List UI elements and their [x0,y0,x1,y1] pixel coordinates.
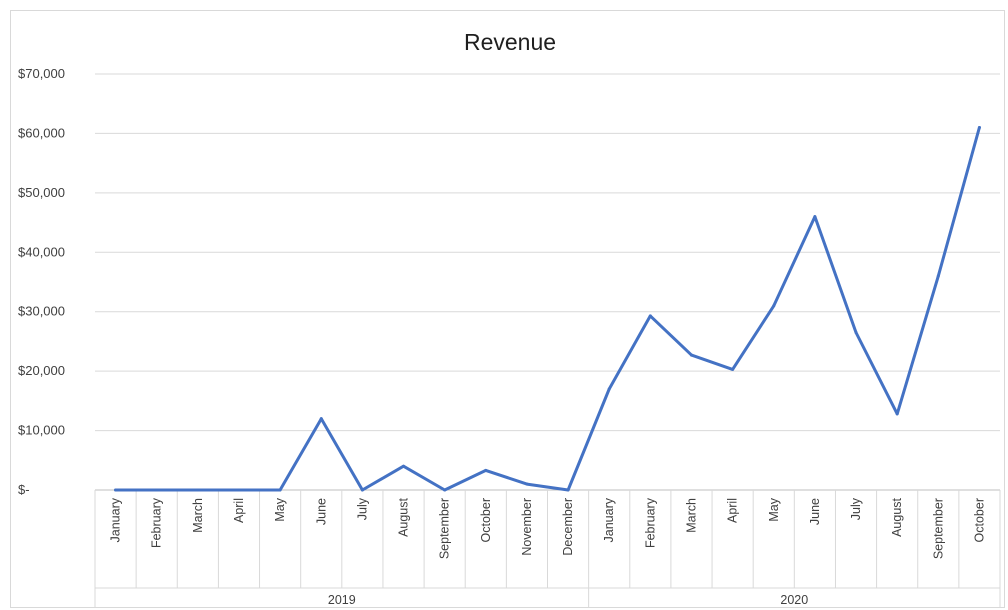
data-point [114,488,118,492]
y-tick-label: $10,000 [18,423,65,438]
x-tick-label: September [438,498,452,559]
data-point [813,215,817,219]
x-tick-label: May [767,497,781,521]
data-point [484,468,488,472]
x-tick-label: July [355,497,369,520]
data-point [566,488,570,492]
x-tick-label: March [684,498,698,533]
data-point [689,353,693,357]
y-tick-label: $50,000 [18,185,65,200]
x-tick-label: June [808,498,822,525]
y-tick-label: $70,000 [18,66,65,81]
year-group-label: 2020 [780,593,808,607]
x-tick-label: July [849,497,863,520]
x-tick-label: August [397,497,411,536]
data-point [772,304,776,308]
y-tick-label: $- [18,482,30,497]
x-tick-label: April [232,498,246,523]
data-point [648,314,652,318]
x-tick-label: August [890,497,904,536]
x-tick-label: April [726,498,740,523]
chart-frame [10,10,1005,608]
data-point [360,488,364,492]
x-tick-label: November [520,498,534,556]
data-point [278,488,282,492]
data-point [443,488,447,492]
data-point [895,412,899,416]
x-tick-label: October [972,498,986,542]
x-tick-label: June [314,498,328,525]
data-point [977,125,981,129]
x-tick-label: December [561,498,575,556]
x-tick-label: February [643,497,657,548]
revenue-series-line [114,126,981,492]
chart-title: Revenue [464,29,556,55]
x-tick-label: May [273,497,287,521]
data-point [731,367,735,371]
x-tick-label: March [191,498,205,533]
x-tick-label: January [602,497,616,542]
x-tick-label: October [479,498,493,542]
data-point [525,482,529,486]
y-tick-label: $30,000 [18,304,65,319]
data-point [196,488,200,492]
x-tick-label: September [931,498,945,559]
y-tick-label: $60,000 [18,125,65,140]
x-tick-label: January [109,497,123,542]
data-point [854,331,858,335]
y-tick-label: $40,000 [18,244,65,259]
data-point [319,417,323,421]
data-point [402,464,406,468]
y-tick-label: $20,000 [18,363,65,378]
year-group-label: 2019 [328,593,356,607]
data-point [607,387,611,391]
data-point [237,488,241,492]
data-point [936,274,940,278]
data-point [155,488,159,492]
x-tick-label: February [150,497,164,548]
